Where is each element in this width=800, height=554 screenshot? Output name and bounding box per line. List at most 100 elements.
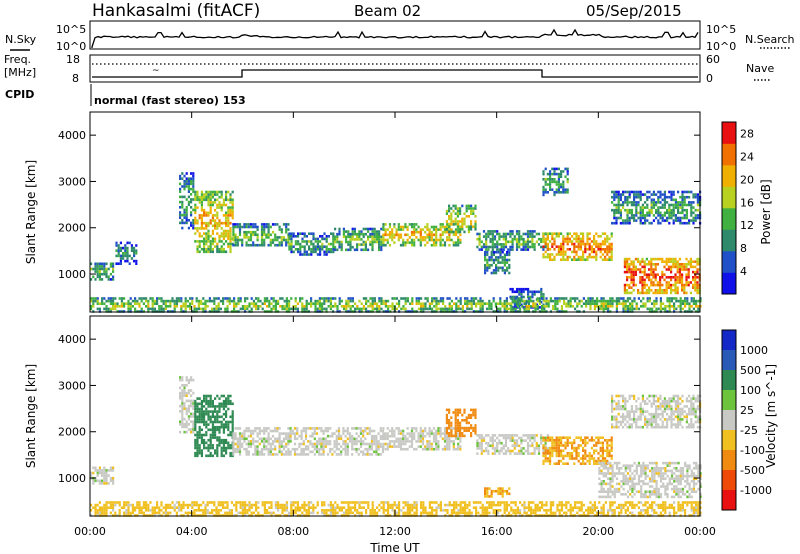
- echo-cell: [105, 474, 108, 477]
- echo-cell: [643, 283, 646, 287]
- echo-cell: [659, 206, 662, 209]
- echo-cell: [180, 297, 183, 300]
- echo-cell: [391, 445, 394, 448]
- echo-cell: [282, 445, 286, 448]
- echo-cell: [674, 278, 677, 282]
- echo-cell: [216, 444, 219, 447]
- echo-cell: [321, 237, 324, 241]
- echo-cell: [646, 297, 649, 300]
- echo-cell: [404, 434, 407, 438]
- echo-cell: [181, 219, 184, 222]
- echo-cell: [220, 454, 223, 458]
- echo-cell: [476, 452, 479, 455]
- echo-cell: [340, 299, 343, 303]
- echo-cell: [112, 307, 115, 311]
- echo-cell: [637, 268, 640, 271]
- echo-cell: [169, 305, 172, 308]
- echo-cell: [190, 187, 193, 191]
- echo-cell: [211, 428, 214, 432]
- echo-cell: [497, 266, 500, 270]
- echo-cell: [311, 427, 314, 430]
- echo-cell: [107, 275, 110, 279]
- echo-cell: [557, 462, 560, 465]
- echo-cell: [481, 299, 484, 303]
- echo-cell: [200, 412, 203, 416]
- echo-cell: [225, 193, 228, 196]
- echo-cell: [668, 305, 671, 308]
- echo-cell: [611, 190, 614, 194]
- echo-cell: [648, 214, 651, 217]
- echo-cell: [399, 228, 403, 231]
- echo-cell: [263, 223, 266, 226]
- echo-cell: [615, 211, 618, 215]
- echo-cell: [244, 305, 247, 308]
- echo-cell: [529, 295, 532, 299]
- echo-cell: [320, 440, 323, 443]
- echo-cell: [665, 289, 668, 292]
- echo-cell: [378, 232, 381, 236]
- echo-cell: [263, 243, 266, 247]
- echo-cell: [380, 248, 383, 252]
- echo-cell: [544, 188, 547, 191]
- echo-cell: [566, 248, 569, 251]
- echo-cell: [312, 242, 315, 246]
- echo-cell: [214, 449, 217, 452]
- echo-cell: [204, 299, 207, 303]
- echo-cell: [518, 444, 521, 448]
- echo-cell: [205, 247, 208, 251]
- echo-cell: [667, 260, 670, 263]
- echo-cell: [90, 278, 93, 281]
- echo-cell: [602, 307, 605, 311]
- echo-cell: [245, 450, 248, 454]
- echo-cell: [347, 235, 350, 239]
- echo-cell: [231, 206, 234, 209]
- echo-cell: [329, 442, 332, 446]
- echo-cell: [553, 180, 556, 184]
- echo-cell: [584, 248, 587, 251]
- echo-cell: [371, 248, 374, 252]
- echo-cell: [256, 440, 259, 443]
- echo-cell: [190, 224, 193, 227]
- echo-cell: [229, 415, 232, 419]
- echo-cell: [276, 437, 279, 441]
- echo-cell: [679, 195, 682, 199]
- echo-cell: [377, 432, 380, 435]
- echo-cell: [663, 206, 666, 209]
- echo-cell: [431, 299, 434, 303]
- echo-cell: [367, 230, 370, 233]
- echo-cell: [327, 250, 330, 254]
- nsky-frame: [89, 20, 701, 50]
- echo-cell: [231, 203, 234, 207]
- echo-cell: [459, 225, 462, 228]
- echo-cell: [573, 441, 576, 445]
- echo-cell: [641, 265, 644, 269]
- echo-cell: [96, 267, 99, 271]
- echo-cell: [209, 410, 212, 413]
- echo-cell: [474, 204, 477, 208]
- echo-cell: [229, 206, 232, 209]
- echo-cell: [214, 431, 217, 434]
- echo-cell: [522, 287, 525, 291]
- echo-cell: [492, 250, 495, 254]
- echo-cell: [495, 263, 498, 267]
- echo-cell: [267, 223, 270, 226]
- echo-cell: [277, 302, 280, 305]
- echo-cell: [236, 442, 239, 446]
- echo-cell: [402, 440, 405, 443]
- echo-cell: [628, 270, 631, 274]
- echo-cell: [386, 445, 389, 448]
- echo-cell: [486, 495, 489, 498]
- echo-cell: [648, 276, 651, 279]
- echo-cell: [474, 225, 477, 228]
- echo-cell: [516, 297, 519, 300]
- echo-cell: [218, 190, 221, 194]
- echo-cell: [432, 243, 436, 247]
- echo-cell: [518, 243, 521, 246]
- echo-cell: [450, 238, 453, 242]
- echo-cell: [566, 191, 569, 194]
- echo-cell: [387, 307, 390, 311]
- echo-cell: [200, 201, 203, 204]
- echo-cell: [544, 457, 547, 460]
- echo-cell: [349, 243, 352, 246]
- echo-cell: [368, 447, 371, 451]
